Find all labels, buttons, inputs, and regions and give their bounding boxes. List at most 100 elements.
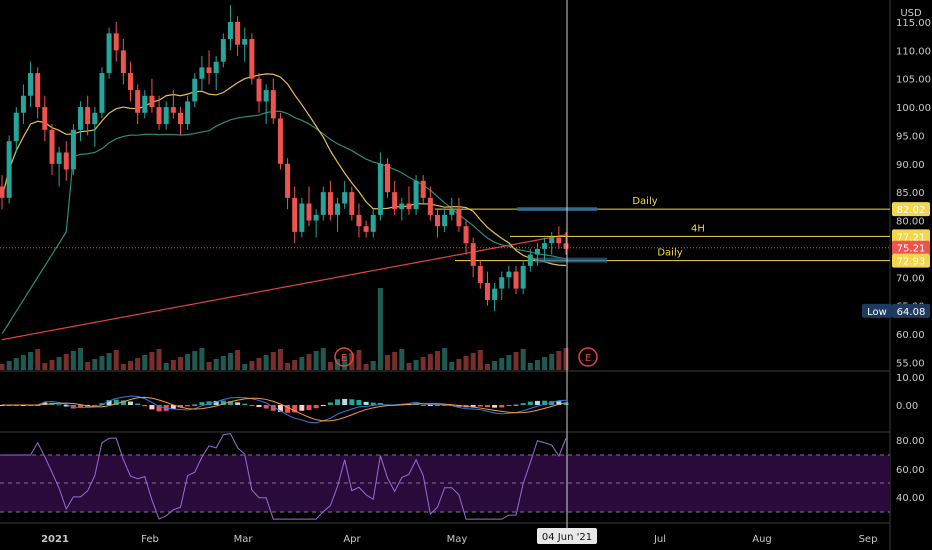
earnings-marker[interactable]: E xyxy=(334,347,354,367)
volume-bar xyxy=(434,351,440,370)
level-badge xyxy=(892,229,930,244)
macd-hist-bar xyxy=(299,405,305,411)
macd-hist-bar xyxy=(142,405,148,407)
macd-hist-bar xyxy=(78,405,84,408)
ma-50-line xyxy=(1,73,567,267)
candle-body xyxy=(385,163,391,193)
time-tick: Apr xyxy=(343,534,361,545)
volume-bar xyxy=(249,361,255,370)
level-badge-text: 82.02 xyxy=(897,205,926,216)
volume-bar xyxy=(277,349,283,370)
macd-hist-bar xyxy=(420,405,426,406)
macd-hist-bar xyxy=(292,405,298,413)
volume-bar xyxy=(99,356,105,370)
volume-bar xyxy=(270,352,276,370)
volume-bar xyxy=(484,364,490,370)
low-label-box xyxy=(862,303,892,318)
candle-body xyxy=(499,277,505,289)
price-tick: 95.00 xyxy=(896,131,925,142)
volume-bar xyxy=(56,357,62,370)
candle-body xyxy=(56,152,62,164)
volume-bar xyxy=(242,364,248,370)
volume-bar xyxy=(370,361,376,370)
moving-averages xyxy=(0,73,890,341)
price-tick: 115.00 xyxy=(896,18,931,29)
candle-body xyxy=(463,226,469,244)
price-tick: 105.00 xyxy=(896,75,931,86)
macd-hist-bar xyxy=(427,405,433,406)
indicator-axis: 10.00 0.00 80.00 60.00 40.00 xyxy=(896,373,925,504)
candle-body xyxy=(49,129,55,164)
volume-bar xyxy=(28,352,34,370)
candle-body xyxy=(492,288,498,300)
volume-bar xyxy=(292,360,298,370)
candle-body xyxy=(349,192,355,215)
macd-hist-bar xyxy=(499,405,505,408)
macd-hist-bar xyxy=(242,403,248,405)
volume-bar xyxy=(135,358,141,370)
time-axis[interactable]: 2021 Feb Mar Apr May 04 Jun '21 Jul Aug Sep xyxy=(41,528,877,545)
rsi-line xyxy=(2,433,567,520)
candle-body xyxy=(549,237,555,244)
candle-body xyxy=(78,107,84,130)
svg-text:60.00: 60.00 xyxy=(896,465,925,476)
ma-200-line xyxy=(1,234,567,341)
currency-box xyxy=(896,5,926,19)
macd-hist-bar xyxy=(363,401,369,405)
volume-bar xyxy=(427,354,433,370)
volume-bar xyxy=(413,360,419,370)
volume-bar xyxy=(506,355,512,370)
volume-bar xyxy=(263,355,269,370)
volume-bar xyxy=(527,363,533,370)
volume-bar xyxy=(285,363,291,370)
level-label: 4H xyxy=(691,223,705,234)
volume-bar xyxy=(406,363,412,370)
candle-body xyxy=(370,214,376,232)
candle-body xyxy=(213,61,219,74)
volume-bar xyxy=(342,356,348,370)
volume-bar xyxy=(335,359,341,370)
volume-bar xyxy=(385,355,391,370)
candle-body xyxy=(227,22,233,40)
candle-body xyxy=(170,107,176,113)
volume-bar xyxy=(563,348,569,370)
candle-body xyxy=(434,214,440,227)
candle-body xyxy=(20,95,26,113)
time-tick: 2021 xyxy=(41,534,69,545)
volume-bar xyxy=(227,353,233,370)
earnings-marker[interactable]: E xyxy=(578,347,598,367)
candle-body xyxy=(85,107,91,125)
volume-bars xyxy=(0,288,569,370)
macd-pane xyxy=(0,395,569,424)
candle-body xyxy=(299,203,305,232)
level-badge xyxy=(892,202,930,217)
candle-body xyxy=(163,107,169,125)
candle-body xyxy=(0,186,5,198)
candle-body xyxy=(484,282,490,300)
volume-bar xyxy=(399,349,405,370)
macd-hist-bar xyxy=(220,400,226,405)
macd-hist-bar xyxy=(199,402,205,405)
macd-hist-bar xyxy=(285,405,291,413)
volume-bar xyxy=(113,350,119,370)
volume-bar xyxy=(85,362,91,370)
volume-bar xyxy=(306,354,312,370)
candle-body xyxy=(13,112,19,142)
candle-body xyxy=(113,33,119,51)
volume-bar xyxy=(392,352,398,370)
price-tick: 60.00 xyxy=(896,330,925,341)
volume-bar xyxy=(6,361,12,370)
volume-bar xyxy=(63,354,69,370)
volume-bar xyxy=(420,357,426,370)
candle-body xyxy=(442,214,448,227)
candle-body xyxy=(185,101,191,125)
candle-body xyxy=(28,73,34,96)
low-price: 64.08 xyxy=(897,307,926,318)
candle-body xyxy=(142,95,148,113)
macd-hist-bar xyxy=(556,401,562,405)
volume-bar xyxy=(185,354,191,370)
volume-bar xyxy=(142,355,148,370)
volume-bar xyxy=(49,360,55,370)
